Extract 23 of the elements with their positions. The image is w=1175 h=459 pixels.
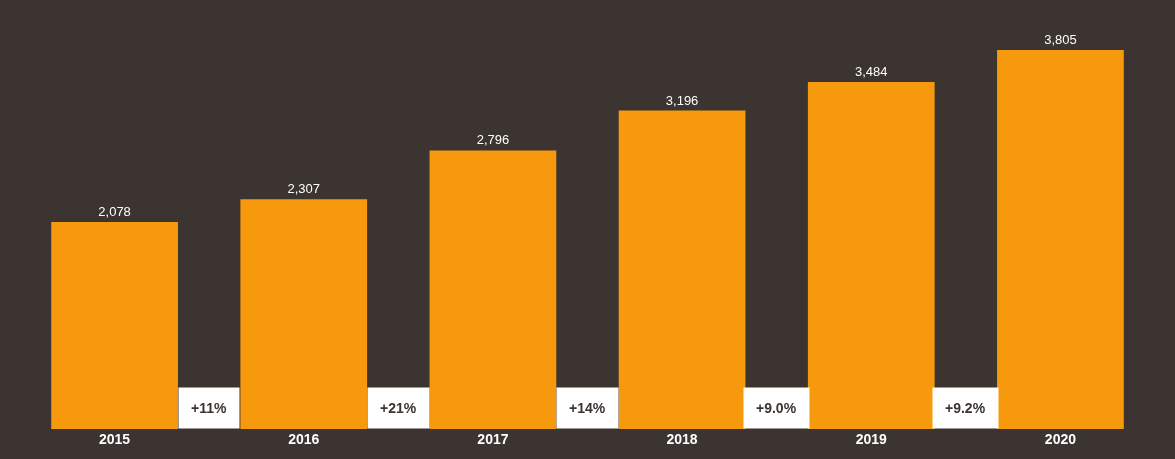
data-label: 3,484 — [854, 63, 888, 79]
data-label: 3,196 — [665, 92, 699, 108]
bar — [618, 110, 746, 429]
data-label: 3,805 — [1044, 31, 1077, 47]
data-label: 2,307 — [287, 181, 321, 197]
x-tick-label: 2017 — [477, 431, 509, 447]
annotation: +21% — [380, 400, 417, 416]
x-tick-label: 2019 — [855, 431, 888, 447]
annotation: +11% — [191, 400, 227, 416]
bar — [51, 221, 178, 429]
annotation: +9.2% — [945, 400, 986, 416]
x-tick-label: 2020 — [1044, 431, 1077, 447]
x-tick-label: 2016 — [288, 431, 320, 447]
x-tick-label: 2018 — [666, 431, 698, 447]
bar — [240, 199, 368, 429]
data-label: 2,078 — [98, 203, 131, 219]
x-tick-label: 2015 — [99, 431, 131, 447]
data-label: 2,796 — [476, 132, 510, 148]
bar — [997, 49, 1124, 429]
bar — [807, 81, 935, 429]
annotation: +14% — [569, 400, 606, 416]
annotation: +9.0% — [756, 400, 797, 416]
bar — [429, 150, 557, 429]
